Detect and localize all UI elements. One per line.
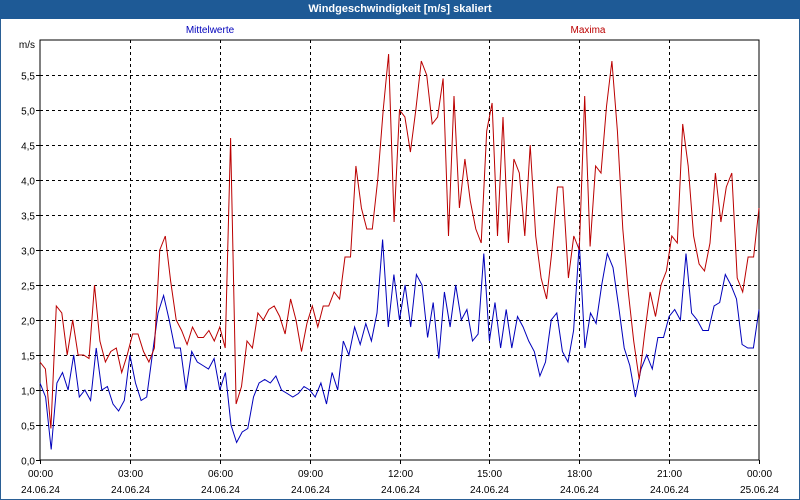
y-tick-label: 4,0 [21,177,35,188]
x-tick-time: 15:00 [477,469,502,480]
y-tick-label: 2,0 [21,317,35,328]
x-tick-date: 25.06.24 [740,485,779,496]
x-tick-time: 18:00 [567,469,592,480]
y-tick-label: 5,0 [21,107,35,118]
x-tick-date: 24.06.24 [650,485,689,496]
y-axis-unit: m/s [19,40,35,51]
x-tick-date: 24.06.24 [21,485,60,496]
x-tick-time: 06:00 [208,469,233,480]
y-tick-label: 0,0 [21,457,35,468]
x-tick-date: 24.06.24 [470,485,509,496]
series-line-maxima [39,53,760,429]
x-tick-time: 12:00 [388,469,413,480]
legend-mittelwerte: Mittelwerte [185,25,235,36]
x-tick-date: 24.06.24 [201,485,240,496]
y-tick-label: 1,0 [21,387,35,398]
x-tick-time: 00:00 [28,469,53,480]
x-tick-date: 24.06.24 [291,485,330,496]
x-tick-time: 21:00 [657,469,682,480]
chart-title: Windgeschwindigkeit [m/s] skaliert [308,3,492,15]
series-line-mittelwerte [39,239,760,450]
y-tick-label: 0,5 [21,422,35,433]
x-tick-date: 24.06.24 [111,485,150,496]
y-tick-label: 3,0 [21,247,35,258]
y-tick-label: 3,5 [21,212,35,223]
legend-maxima: Maxima [570,25,606,36]
y-tick-label: 4,5 [21,142,35,153]
y-tick-label: 1,5 [21,352,35,363]
y-tick-label: 2,5 [21,282,35,293]
plot-area [39,39,760,461]
x-tick-time: 09:00 [298,469,323,480]
x-tick-date: 24.06.24 [381,485,420,496]
title-bar [0,0,800,19]
x-tick-time: 00:00 [747,469,772,480]
y-tick-label: 5,5 [21,72,35,83]
x-tick-date: 24.06.24 [560,485,599,496]
x-tick-time: 03:00 [118,469,143,480]
